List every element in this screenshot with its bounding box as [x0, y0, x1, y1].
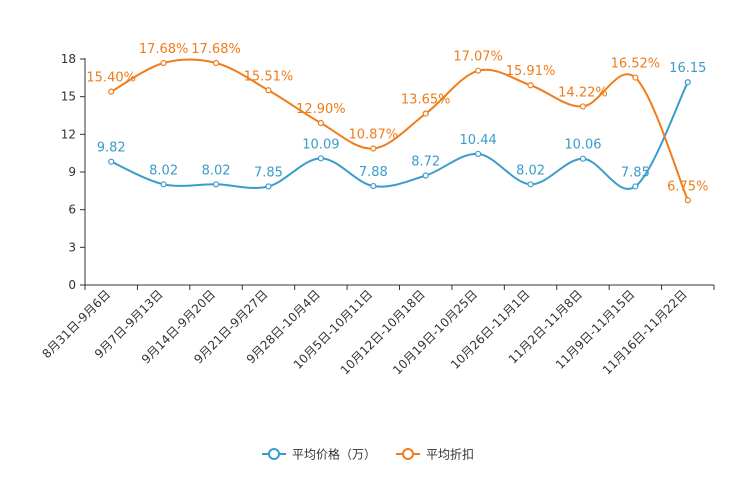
data-label: 15.51%	[244, 69, 294, 84]
data-point[interactable]	[265, 183, 272, 190]
legend-label: 平均价格（万）	[292, 447, 376, 462]
data-point[interactable]	[370, 182, 377, 190]
data-label: 7.85	[621, 165, 650, 180]
data-point[interactable]	[317, 119, 324, 127]
data-label: 17.07%	[453, 50, 503, 65]
data-point[interactable]	[422, 110, 429, 117]
data-point[interactable]	[212, 59, 220, 67]
data-point[interactable]	[370, 145, 377, 152]
legend-label: 平均折扣	[426, 447, 474, 462]
data-label: 13.65%	[401, 93, 451, 108]
data-point[interactable]	[212, 181, 220, 188]
legend-marker	[268, 448, 280, 460]
data-point[interactable]	[632, 183, 639, 190]
data-label: 16.15	[669, 61, 706, 76]
series-labels: 9.82 8.02 8.02 7.85 10.09 7.88 8.72 10.44 8.02 10…	[86, 42, 708, 194]
data-label: 17.68%	[139, 42, 189, 57]
axes: 03691215188月31日-9月6日9月7日-9月13日9月14日-9月20…	[39, 52, 715, 377]
data-point[interactable]	[527, 82, 534, 89]
y-tick-label: 3	[68, 240, 76, 254]
legend-item-1[interactable]: 平均折扣	[396, 447, 474, 462]
data-label: 10.44	[460, 133, 497, 148]
data-label: 10.06	[564, 138, 601, 153]
data-point[interactable]	[475, 67, 482, 74]
data-label: 10.87%	[349, 128, 399, 143]
data-label: 10.09	[302, 137, 339, 152]
data-label: 9.82	[97, 141, 126, 156]
legend-item-0[interactable]: 平均价格（万）	[262, 447, 376, 462]
data-point[interactable]	[265, 87, 272, 94]
data-label: 8.02	[516, 163, 545, 178]
y-tick-label: 12	[61, 127, 76, 141]
data-point[interactable]	[160, 181, 167, 188]
data-point[interactable]	[527, 181, 534, 188]
data-point[interactable]	[108, 88, 115, 95]
data-point[interactable]	[579, 103, 587, 110]
data-point[interactable]	[317, 155, 324, 162]
data-point[interactable]	[632, 74, 639, 81]
legend-marker	[402, 448, 415, 460]
data-point[interactable]	[684, 79, 691, 86]
y-tick-label: 0	[68, 278, 76, 292]
legend[interactable]: 平均价格（万） 平均折扣	[262, 447, 474, 462]
data-label: 12.90%	[296, 102, 346, 117]
y-tick-label: 6	[68, 203, 76, 217]
data-label: 14.22%	[558, 85, 608, 100]
data-label: 7.85	[254, 165, 283, 180]
data-label: 8.72	[411, 155, 440, 170]
data-label: 15.40%	[86, 71, 136, 86]
data-point[interactable]	[475, 150, 482, 158]
data-point[interactable]	[579, 155, 587, 162]
data-point[interactable]	[160, 59, 167, 67]
series-lines	[110, 58, 689, 201]
data-label: 8.02	[202, 163, 231, 178]
data-point[interactable]	[108, 158, 115, 165]
data-point[interactable]	[422, 172, 429, 179]
data-point[interactable]	[684, 197, 691, 204]
data-label: 8.02	[149, 163, 178, 178]
y-tick-label: 18	[61, 52, 76, 66]
data-label: 6.75%	[667, 179, 708, 194]
y-tick-label: 15	[61, 90, 76, 104]
series-line-1	[110, 58, 689, 201]
data-label: 17.68%	[191, 42, 241, 57]
data-label: 7.88	[359, 165, 388, 180]
y-tick-label: 9	[68, 165, 76, 179]
data-label: 15.91%	[506, 64, 556, 79]
series-points	[108, 59, 691, 204]
data-label: 16.52%	[611, 57, 661, 72]
